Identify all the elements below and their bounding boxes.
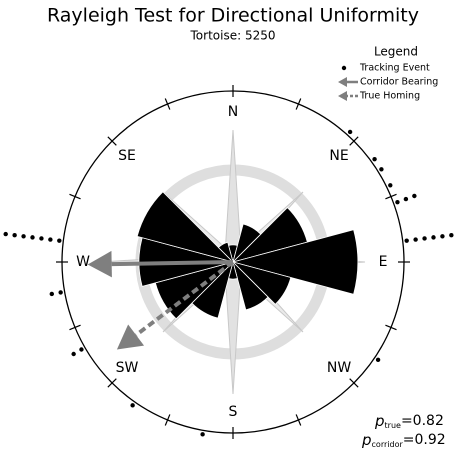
arrow	[116, 260, 235, 350]
tracking-event	[39, 236, 44, 241]
stat-value: =0.82	[401, 413, 444, 429]
tracking-event	[3, 231, 8, 237]
circle-tick	[295, 414, 302, 426]
tracking-event	[30, 235, 35, 240]
tracking-event	[12, 232, 17, 238]
rose-wedge	[231, 261, 292, 305]
legend-arrow-head	[338, 77, 347, 87]
direction-label: N	[228, 104, 238, 120]
tracking-event	[130, 403, 135, 408]
legend-label: True Homing	[359, 91, 420, 102]
stat-symbol: p	[374, 412, 385, 430]
circle-tick	[164, 98, 171, 110]
direction-label: NW	[327, 360, 351, 376]
legend-label: Tracking Event	[359, 63, 430, 74]
tracking-event	[422, 236, 427, 241]
arrow	[87, 250, 234, 278]
tracking-event	[431, 235, 436, 240]
tracking-event	[375, 357, 381, 363]
arrow-shaft	[111, 260, 234, 267]
tracking-event	[200, 432, 205, 437]
arrow-shaft	[134, 260, 235, 337]
circle-tick	[164, 414, 171, 426]
rose-wedge	[217, 241, 234, 264]
tracking-event	[449, 232, 454, 238]
tracking-event	[395, 199, 400, 205]
circle-tick	[69, 193, 81, 200]
direction-label: SE	[118, 148, 136, 164]
direction-label: W	[76, 254, 90, 270]
stat: pcorridor=0.92	[361, 431, 446, 449]
circle-tick	[295, 98, 302, 110]
arrow-head	[116, 324, 145, 350]
stat-subscript: true	[385, 421, 401, 430]
circle-tick	[385, 324, 397, 331]
chart-title: Rayleigh Test for Directional Uniformity	[47, 5, 419, 27]
legend-arrow	[338, 77, 358, 87]
circle-tick	[107, 136, 117, 146]
tracking-event	[48, 237, 53, 242]
tracking-event	[404, 238, 409, 243]
legend-title: Legend	[374, 45, 418, 59]
tracking-event	[379, 167, 384, 172]
tracking-event	[57, 238, 62, 243]
tracking-event	[58, 290, 63, 295]
circle-tick	[349, 136, 359, 146]
tracking-event	[372, 156, 377, 162]
direction-label: NE	[329, 148, 348, 164]
tracking-event	[403, 196, 409, 202]
tracking-event	[412, 193, 417, 199]
circle-tick	[107, 378, 117, 388]
legend-arrow	[338, 91, 358, 101]
tracking-event	[49, 291, 54, 297]
rose-wedge	[136, 191, 235, 263]
chart-subtitle: Tortoise: 5250	[190, 29, 276, 43]
tracking-event	[440, 234, 445, 239]
rose-wedge	[231, 229, 359, 295]
circle-tick	[349, 378, 359, 388]
tracking-event	[388, 183, 393, 188]
legend-marker	[341, 65, 347, 71]
tracking-event	[413, 237, 418, 242]
legend-arrow-head	[338, 91, 347, 101]
stat-symbol: p	[361, 431, 372, 449]
stat: ptrue=0.82	[374, 412, 444, 430]
direction-label: E	[379, 254, 388, 270]
rose-wedge	[232, 260, 269, 311]
stat-value: =0.92	[403, 432, 446, 448]
direction-label: SW	[116, 360, 139, 376]
tracking-event	[71, 351, 76, 357]
tracking-event	[347, 129, 353, 135]
legend-label: Corridor Bearing	[360, 77, 438, 88]
tracking-event	[79, 347, 84, 352]
stat-subscript: corridor	[372, 440, 404, 449]
tracking-event	[21, 234, 26, 239]
circle-tick	[385, 193, 397, 200]
arrow-head	[87, 250, 112, 278]
direction-label: S	[229, 404, 238, 420]
circle-tick	[69, 324, 81, 331]
